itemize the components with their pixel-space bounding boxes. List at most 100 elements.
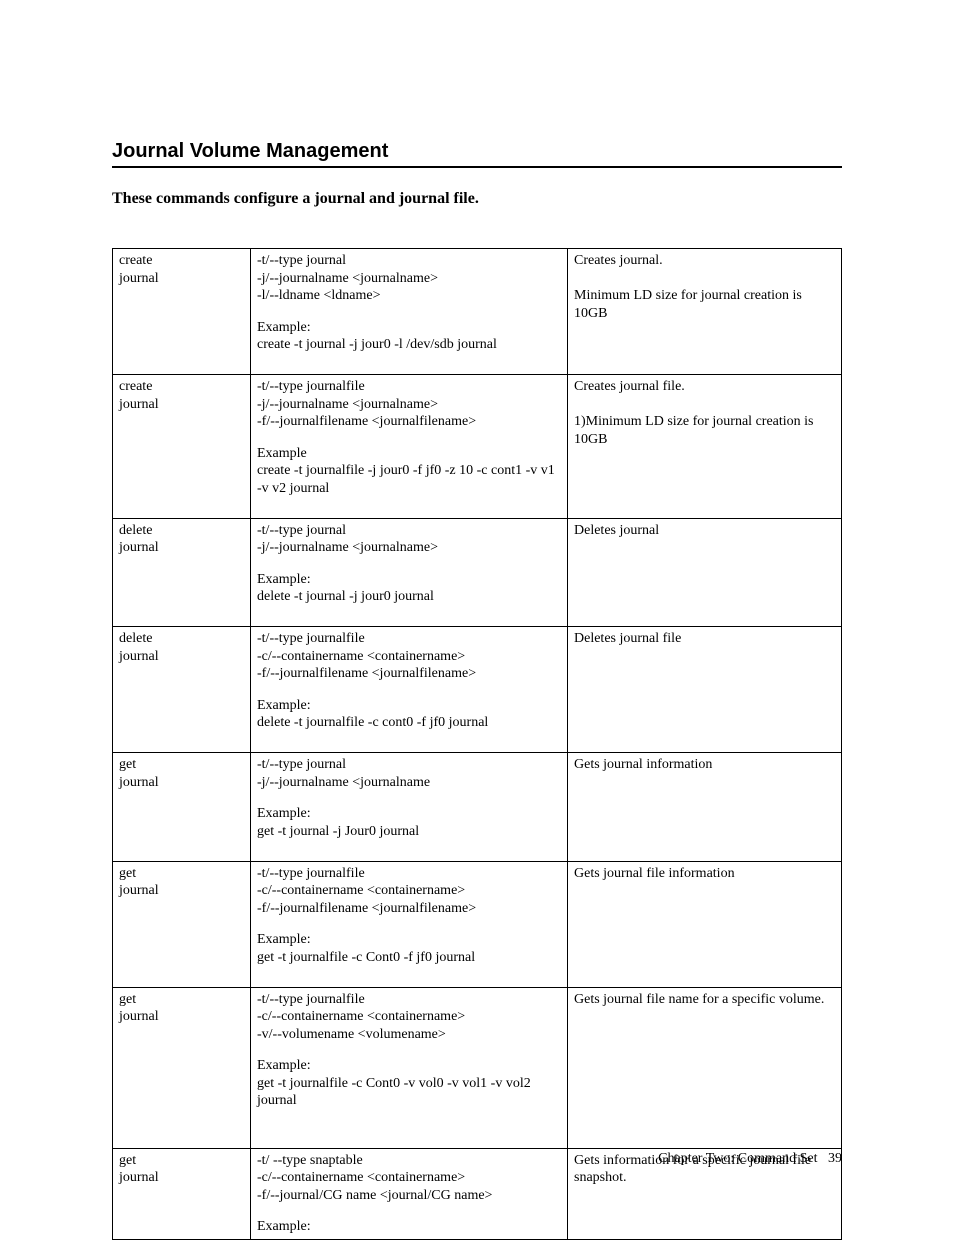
- option-line: -t/--type journal: [257, 522, 561, 540]
- option-line: -f/--journalfilename <journalfilename>: [257, 413, 561, 431]
- command-table: createjournal-t/--type journal-j/--journ…: [112, 248, 842, 1240]
- options-cell: -t/--type journal-j/--journalname <journ…: [251, 249, 568, 375]
- example-label: Example:: [257, 1057, 561, 1075]
- example-text: delete -t journalfile -c cont0 -f jf0 jo…: [257, 714, 561, 732]
- command-cell: getjournal: [113, 987, 251, 1148]
- option-line: -j/--journalname <journalname>: [257, 396, 561, 414]
- option-line: -t/--type journal: [257, 252, 561, 270]
- table-row: deletejournal-t/--type journal-j/--journ…: [113, 518, 842, 627]
- spacer: [257, 1127, 561, 1145]
- section-subtitle: These commands configure a journal and j…: [112, 190, 842, 208]
- spacer: [257, 966, 561, 984]
- options-cell: -t/--type journal-j/--journalname <journ…: [251, 518, 568, 627]
- option-line: -f/--journal/CG name <journal/CG name>: [257, 1187, 561, 1205]
- example-text: get -t journal -j Jour0 journal: [257, 823, 561, 841]
- description-line2: 1)Minimum LD size for journal creation i…: [574, 413, 835, 448]
- example-text: get -t journalfile -c Cont0 -f jf0 journ…: [257, 949, 561, 967]
- command-name-line2: journal: [119, 539, 244, 557]
- option-line: -c/--containername <containername>: [257, 648, 561, 666]
- options-cell: -t/--type journalfile-c/--containername …: [251, 861, 568, 987]
- option-line: -t/--type journalfile: [257, 865, 561, 883]
- spacer: [257, 354, 561, 372]
- description-cell: Gets journal information: [568, 753, 842, 862]
- footer-chapter: Chapter Two: Command Set: [658, 1151, 817, 1166]
- example-label: Example:: [257, 571, 561, 589]
- footer-page-number: 39: [828, 1151, 842, 1166]
- option-line: -v/--volumename <volumename>: [257, 1026, 561, 1044]
- table-row: getjournal-t/--type journalfile-c/--cont…: [113, 861, 842, 987]
- command-name-line2: journal: [119, 648, 244, 666]
- spacer: [257, 732, 561, 750]
- description-line1: Gets journal file name for a specific vo…: [574, 991, 835, 1009]
- table-row: getjournal-t/--type journal-j/--journaln…: [113, 753, 842, 862]
- example-label: Example: [257, 445, 561, 463]
- command-name-line2: journal: [119, 882, 244, 900]
- option-line: -t/--type journal: [257, 756, 561, 774]
- page-footer: Chapter Two: Command Set 39: [658, 1151, 842, 1167]
- option-line: -j/--journalname <journalname>: [257, 270, 561, 288]
- command-name-line1: get: [119, 865, 244, 883]
- command-name-line1: create: [119, 378, 244, 396]
- options-cell: -t/--type journalfile-c/--containername …: [251, 987, 568, 1148]
- command-cell: createjournal: [113, 249, 251, 375]
- options-cell: -t/--type journalfile-j/--journalname <j…: [251, 375, 568, 519]
- description-cell: Creates journal file. 1)Minimum LD size …: [568, 375, 842, 519]
- command-name-line2: journal: [119, 1169, 244, 1187]
- description-cell: Deletes journal: [568, 518, 842, 627]
- spacer: [574, 396, 835, 414]
- description-line1: Deletes journal: [574, 522, 835, 540]
- command-name-line1: get: [119, 756, 244, 774]
- table-row: createjournal-t/--type journal-j/--journ…: [113, 249, 842, 375]
- spacer: [257, 840, 561, 858]
- table-row: deletejournal -t/--type journalfile-c/--c…: [113, 627, 842, 753]
- description-line1: Gets journal file information: [574, 865, 835, 883]
- options-cell: -t/--type journal-j/--journalname <journ…: [251, 753, 568, 862]
- option-line: -t/--type journalfile: [257, 991, 561, 1009]
- options-cell: -t/ --type snaptable-c/--containername <…: [251, 1148, 568, 1239]
- command-cell: deletejournal: [113, 518, 251, 627]
- description-cell: Gets journal file information: [568, 861, 842, 987]
- description-line1: Creates journal.: [574, 252, 835, 270]
- spacer: [574, 270, 835, 288]
- spacer: [257, 606, 561, 624]
- option-line: -l/--ldname <ldname>: [257, 287, 561, 305]
- description-line1: Creates journal file.: [574, 378, 835, 396]
- option-line: -j/--journalname <journalname>: [257, 539, 561, 557]
- command-name-line2: journal: [119, 270, 244, 288]
- option-line: -f/--journalfilename <journalfilename>: [257, 665, 561, 683]
- example-label: Example:: [257, 931, 561, 949]
- command-name-line1: delete: [119, 630, 244, 648]
- command-cell: getjournal: [113, 753, 251, 862]
- command-cell: getjournal: [113, 1148, 251, 1239]
- table-row: getjournal-t/--type journalfile-c/--cont…: [113, 987, 842, 1148]
- table-row: createjournal-t/--type journalfile-j/--j…: [113, 375, 842, 519]
- command-name-line2: journal: [119, 1008, 244, 1026]
- command-name-line1: get: [119, 1152, 244, 1170]
- example-text: get -t journalfile -c Cont0 -v vol0 -v v…: [257, 1075, 561, 1110]
- option-line: -c/--containername <containername>: [257, 1169, 561, 1187]
- description-cell: Creates journal. Minimum LD size for jou…: [568, 249, 842, 375]
- command-cell: createjournal: [113, 375, 251, 519]
- example-label: Example:: [257, 319, 561, 337]
- command-name-line1: get: [119, 991, 244, 1009]
- option-line: -t/--type journalfile: [257, 630, 561, 648]
- command-name-line2: journal: [119, 396, 244, 414]
- description-line2: Minimum LD size for journal creation is …: [574, 287, 835, 322]
- description-line1: Gets journal information: [574, 756, 835, 774]
- command-name-line1: delete: [119, 522, 244, 540]
- option-line: -t/ --type snaptable: [257, 1152, 561, 1170]
- command-cell: getjournal: [113, 861, 251, 987]
- example-label: Example:: [257, 697, 561, 715]
- spacer: [257, 1110, 561, 1128]
- example-label: Example:: [257, 1218, 561, 1236]
- spacer: [257, 497, 561, 515]
- example-text: delete -t journal -j jour0 journal: [257, 588, 561, 606]
- description-cell: Deletes journal file: [568, 627, 842, 753]
- command-name-line2: journal: [119, 774, 244, 792]
- document-page: Journal Volume Management These commands…: [0, 0, 954, 1235]
- description-cell: Gets journal file name for a specific vo…: [568, 987, 842, 1148]
- option-line: -t/--type journalfile: [257, 378, 561, 396]
- option-line: -c/--containername <containername>: [257, 882, 561, 900]
- example-text: create -t journalfile -j jour0 -f jf0 -z…: [257, 462, 561, 497]
- example-text: create -t journal -j jour0 -l /dev/sdb j…: [257, 336, 561, 354]
